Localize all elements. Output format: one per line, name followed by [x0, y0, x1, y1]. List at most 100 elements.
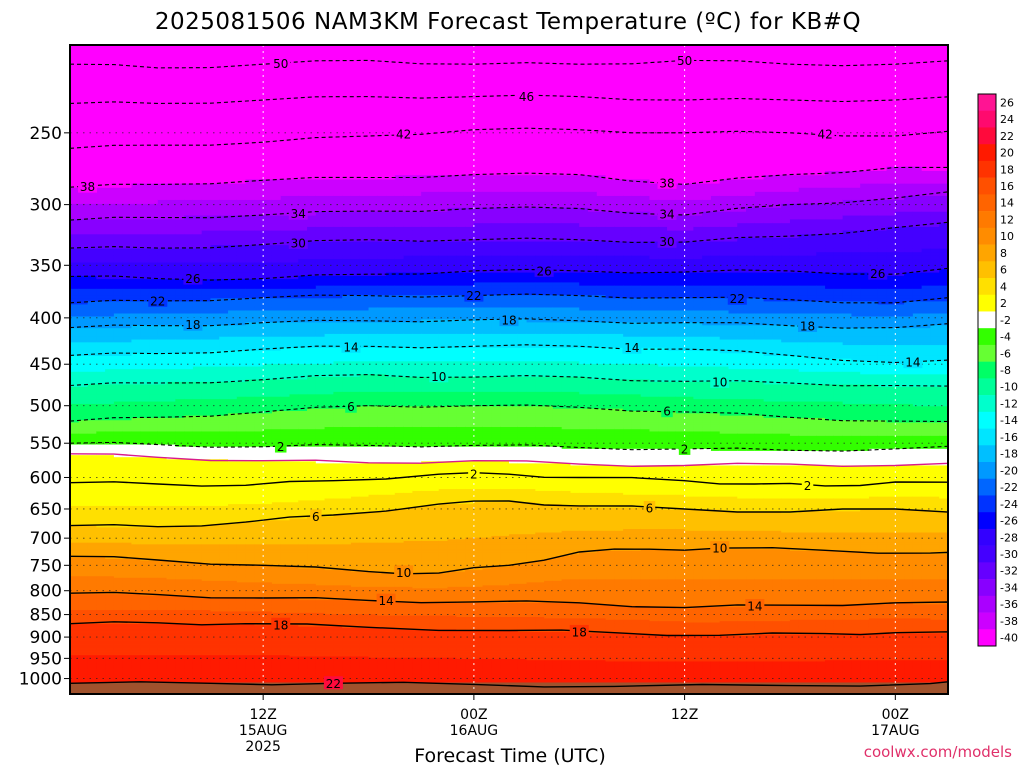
fill-cell: [122, 507, 133, 510]
fill-cell: [122, 261, 133, 266]
fill-cell: [70, 330, 80, 334]
fill-cell: [192, 67, 203, 75]
fill-cell: [96, 275, 106, 280]
fill-cell: [201, 199, 212, 204]
fill-cell: [210, 110, 220, 116]
fill-cell: [192, 203, 203, 208]
fill-cell: [113, 617, 124, 620]
fill-cell: [96, 291, 106, 296]
fill-cell: [78, 512, 89, 515]
fill-cell: [122, 297, 133, 302]
fill-cell: [175, 124, 185, 131]
fill-cell: [122, 660, 133, 663]
fill-cell: [210, 191, 220, 196]
fill-cell: [70, 258, 80, 263]
fill-cell: [78, 324, 89, 329]
fill-cell: [201, 152, 212, 158]
fill-cell: [157, 240, 168, 246]
fill-cell: [96, 105, 106, 111]
fill-cell: [140, 157, 150, 163]
fill-cell: [113, 381, 124, 385]
fill-cell: [192, 56, 203, 63]
fill-cell: [87, 110, 97, 116]
fill-cell: [175, 248, 185, 253]
fill-cell: [96, 652, 106, 654]
fill-cell: [122, 548, 133, 551]
fill-cell: [113, 669, 124, 672]
fill-cell: [70, 615, 80, 618]
fill-cell: [122, 388, 133, 392]
fill-cell: [105, 514, 115, 517]
fill-cell: [96, 419, 106, 423]
fill-cell: [87, 486, 97, 490]
fill-cell: [122, 603, 133, 606]
fill-cell: [70, 306, 80, 311]
fill-cell: [113, 533, 124, 536]
fill-cell: [87, 476, 97, 480]
fill-cell: [78, 89, 89, 96]
fill-cell: [113, 578, 124, 581]
fill-cell: [105, 318, 115, 323]
fill-cell: [140, 230, 150, 235]
fill-cell: [70, 499, 80, 503]
fill-cell: [131, 89, 141, 96]
fill-cell: [70, 566, 80, 569]
fill-cell: [122, 258, 133, 263]
fill-cell: [131, 207, 141, 212]
fill-cell: [122, 675, 133, 678]
fill-cell: [105, 547, 115, 550]
fill-cell: [105, 664, 115, 667]
fill-cell: [96, 615, 106, 618]
fill-cell: [105, 178, 115, 184]
fill-cell: [122, 265, 133, 270]
fill-cell: [96, 636, 106, 639]
fill-cell: [131, 191, 141, 196]
fill-cell: [122, 648, 133, 651]
fill-cell: [105, 626, 115, 628]
fill-cell: [105, 598, 115, 601]
fill-cell: [105, 62, 115, 69]
fill-cell: [105, 244, 115, 249]
fill-cell: [131, 531, 141, 535]
fill-cell: [131, 258, 141, 263]
fill-cell: [70, 490, 80, 493]
fill-cell: [122, 67, 133, 75]
fill-cell: [122, 45, 133, 52]
fill-cell: [78, 157, 89, 163]
fill-cell: [192, 89, 203, 96]
fill-cell: [70, 248, 80, 253]
fill-cell: [70, 563, 80, 566]
fill-cell: [105, 191, 115, 196]
fill-cell: [122, 621, 133, 624]
fill-cell: [166, 166, 176, 171]
fill-cell: [166, 94, 176, 101]
fill-cell: [122, 240, 133, 246]
fill-cell: [70, 105, 80, 111]
fill-cell: [87, 602, 97, 605]
fill-cell: [184, 105, 194, 111]
fill-cell: [113, 664, 124, 667]
fill-cell: [149, 129, 159, 136]
fill-cell: [105, 676, 115, 679]
fill-cell: [113, 73, 124, 80]
fill-cell: [149, 110, 159, 116]
fill-cell: [96, 609, 106, 612]
fill-cell: [122, 285, 133, 289]
fill-cell: [105, 668, 115, 670]
fill-cell: [201, 211, 212, 216]
fill-cell: [105, 300, 115, 305]
fill-cell: [122, 476, 133, 480]
fill-cell: [192, 191, 203, 196]
fill-cell: [131, 134, 141, 140]
fill-cell: [122, 203, 133, 208]
fill-cell: [96, 580, 106, 583]
fill-cell: [105, 627, 115, 630]
fill-cell: [122, 575, 133, 578]
fill-cell: [70, 677, 80, 680]
fill-cell: [113, 655, 124, 658]
fill-cell: [78, 321, 89, 326]
fill-cell: [78, 650, 89, 653]
fill-cell: [140, 226, 150, 231]
fill-cell: [105, 647, 115, 649]
fill-cell: [122, 669, 133, 672]
